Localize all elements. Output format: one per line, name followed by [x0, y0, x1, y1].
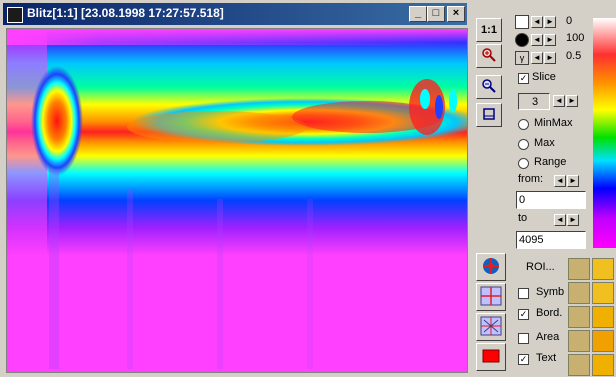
border-swatch[interactable]: [568, 306, 590, 328]
gamma-value: 0.5: [566, 50, 582, 62]
zoom-out-icon: [481, 78, 497, 97]
grid-icon: [480, 286, 502, 309]
text-swatch[interactable]: [568, 354, 590, 376]
range-radio[interactable]: [518, 158, 529, 169]
slice-up-button[interactable]: ►: [566, 95, 578, 107]
area-checkbox[interactable]: [518, 333, 529, 344]
arrow-right-button[interactable]: ►: [544, 16, 556, 28]
control-panel: 1:1 ◄ ► 0 ◄ ► 100 γ ◄ ► 0.5 ✓ Slice 3 ◄ …: [474, 15, 616, 377]
slice-checkbox[interactable]: ✓: [518, 73, 529, 84]
zoom-in-button[interactable]: [476, 44, 502, 68]
orange-swatch[interactable]: [592, 330, 614, 352]
to-down-button[interactable]: ◄: [554, 214, 566, 226]
minmax-label: MinMax: [534, 117, 573, 129]
line-style-swatch[interactable]: [568, 258, 590, 280]
text-checkbox[interactable]: ✓: [518, 354, 529, 365]
arrow-left-button[interactable]: ◄: [531, 34, 543, 46]
heatmap-svg: [7, 29, 467, 372]
arrow-left-button[interactable]: ◄: [531, 52, 543, 64]
area-label: Area: [536, 331, 560, 343]
crop-button[interactable]: [476, 103, 502, 127]
app-icon: [7, 7, 23, 23]
white-value: 0: [566, 15, 573, 27]
maximize-button[interactable]: □: [427, 6, 445, 22]
close-button[interactable]: ×: [447, 6, 465, 22]
max-label: Max: [534, 137, 555, 149]
range-label: Range: [534, 156, 567, 168]
yellow-swatch[interactable]: [592, 282, 614, 304]
black-swatch[interactable]: [515, 33, 529, 47]
bord-checkbox[interactable]: ✓: [518, 309, 529, 320]
to-input[interactable]: 4095: [516, 231, 586, 249]
gamma-swatch[interactable]: γ: [515, 51, 529, 65]
to-label: to: [518, 212, 528, 224]
roi-globe-icon: [481, 256, 501, 279]
roi-label: ROI...: [526, 261, 555, 273]
cross-grid-button[interactable]: [476, 313, 506, 341]
slice-down-button[interactable]: ◄: [553, 95, 565, 107]
arrow-left-button[interactable]: ◄: [531, 16, 543, 28]
from-label: from:: [518, 173, 544, 185]
symb-label: Symb: [536, 286, 565, 298]
black-value: 100: [566, 32, 585, 44]
area-swatch[interactable]: [568, 330, 590, 352]
symb-checkbox[interactable]: [518, 288, 529, 299]
window-title: Blitz[1:1] [23.08.1998 17:27:57.518]: [27, 6, 224, 20]
orange-swatch[interactable]: [592, 354, 614, 376]
from-down-button[interactable]: ◄: [554, 175, 566, 187]
cross-grid-icon: [480, 316, 502, 339]
heatmap-image[interactable]: [6, 28, 468, 373]
title-bar[interactable]: Blitz[1:1] [23.08.1998 17:27:57.518] _ □…: [3, 3, 467, 25]
slice-value: 3: [518, 93, 550, 110]
text-label: Text: [536, 352, 557, 364]
from-up-button[interactable]: ►: [567, 175, 579, 187]
orange-swatch[interactable]: [592, 306, 614, 328]
bord-label: Bord.: [536, 307, 563, 319]
image-window: Blitz[1:1] [23.08.1998 17:27:57.518] _ □…: [3, 3, 468, 373]
white-swatch[interactable]: [515, 15, 529, 29]
max-radio[interactable]: [518, 139, 529, 150]
minmax-radio[interactable]: [518, 119, 529, 130]
crop-icon: [481, 106, 497, 125]
minimize-button[interactable]: _: [409, 6, 427, 22]
zoom-out-button[interactable]: [476, 75, 502, 99]
arrow-right-button[interactable]: ►: [544, 52, 556, 64]
roi-button[interactable]: [476, 253, 506, 281]
from-input[interactable]: 0: [516, 191, 586, 209]
to-up-button[interactable]: ►: [567, 214, 579, 226]
arrow-right-button[interactable]: ►: [544, 34, 556, 46]
yellow-swatch[interactable]: [592, 258, 614, 280]
zoom-1to1-button[interactable]: 1:1: [476, 18, 502, 42]
grid-button[interactable]: [476, 283, 506, 311]
symbol-swatch[interactable]: [568, 282, 590, 304]
zoom-in-icon: [481, 47, 497, 66]
slice-label: Slice: [532, 71, 556, 83]
red-square-icon: [482, 349, 500, 366]
colorbar: [593, 18, 616, 248]
red-square-button[interactable]: [476, 343, 506, 371]
